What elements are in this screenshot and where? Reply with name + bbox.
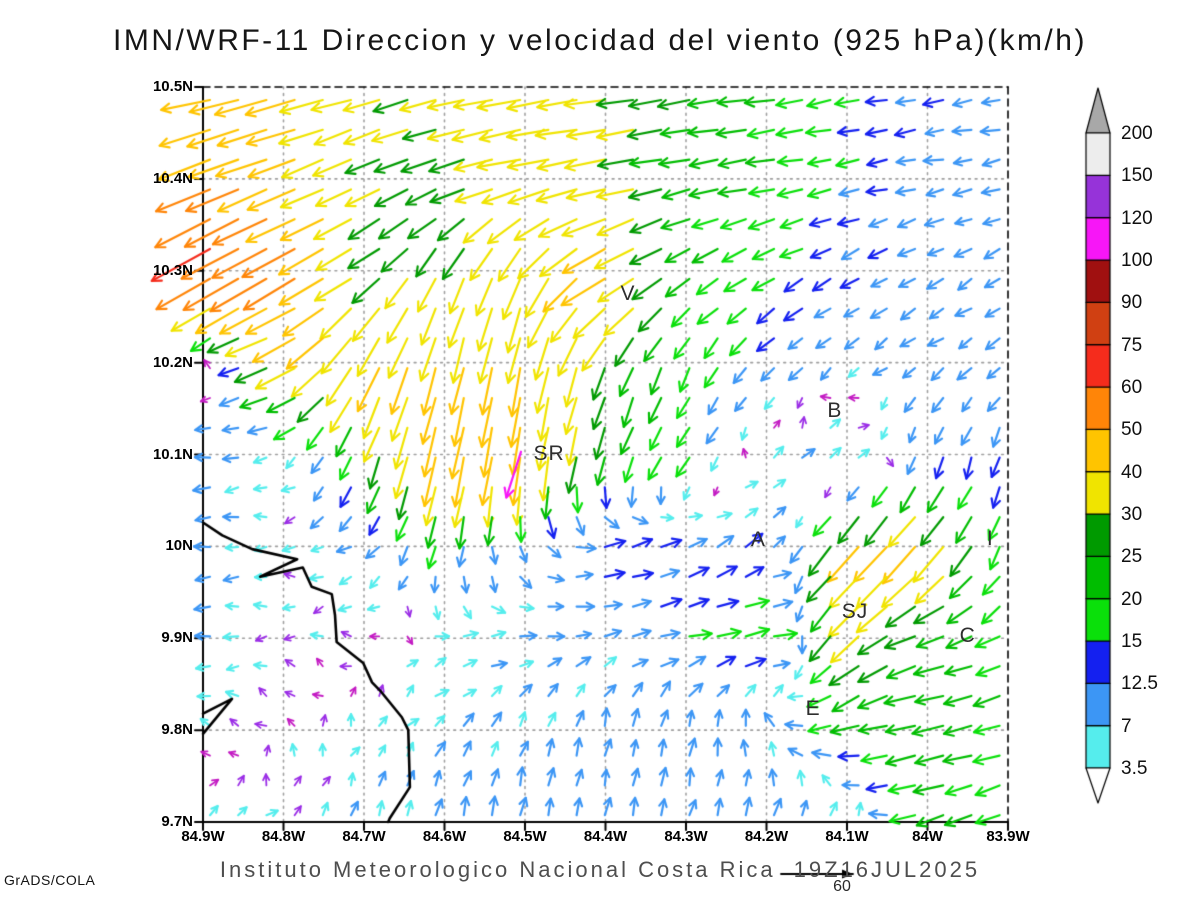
city-label-c: C xyxy=(959,624,976,648)
x-tick-label: 84.4W xyxy=(583,828,628,845)
y-tick-label: 9.7N xyxy=(161,813,193,830)
x-tick-label: 83.9W xyxy=(986,828,1030,845)
x-tick-label: 84.9W xyxy=(181,828,225,845)
colorbar-value-label: 50 xyxy=(1121,419,1143,441)
valid-datetime: 19Z16JUL2025 xyxy=(793,857,981,882)
city-label-sr: SR xyxy=(533,441,565,465)
x-tick-label: 84.6W xyxy=(422,828,467,845)
institute-name: Instituto Meteorologico Nacional Costa R… xyxy=(219,857,776,882)
reference-arrow-value: 60 xyxy=(833,878,851,895)
colorbar-value-label: 90 xyxy=(1121,292,1143,314)
colorbar-value-label: 200 xyxy=(1121,123,1153,144)
city-label-sj: SJ xyxy=(841,600,869,624)
colorbar-value-label: 30 xyxy=(1121,504,1143,525)
x-tick-label: 84.7W xyxy=(342,828,386,845)
colorbar-value-label: 7 xyxy=(1121,715,1132,737)
city-label-a: A xyxy=(750,527,766,551)
colorbar-value-label: 40 xyxy=(1121,461,1143,483)
x-tick-label: 84.2W xyxy=(744,828,789,845)
x-tick-label: 84.3W xyxy=(664,828,708,845)
colorbar-value-label: 60 xyxy=(1121,377,1143,398)
colorbar-value-label: 20 xyxy=(1121,588,1143,610)
colorbar-value-label: 3.5 xyxy=(1121,758,1148,779)
colorbar-value-label: 75 xyxy=(1121,334,1143,356)
colorbar-value-label: 150 xyxy=(1121,165,1153,187)
y-tick-label: 10.1N xyxy=(152,445,193,463)
city-label-i: I xyxy=(986,526,994,550)
x-tick-label: 84.8W xyxy=(261,828,306,845)
footer-text: Instituto Meteorologico Nacional Costa R… xyxy=(0,857,1200,883)
colorbar-value-label: 120 xyxy=(1121,207,1153,229)
city-label-b: B xyxy=(827,399,843,423)
y-tick-label: 10.5N xyxy=(152,78,193,95)
colorbar-value-label: 15 xyxy=(1121,631,1143,652)
x-tick-label: 84.5W xyxy=(503,828,547,845)
x-tick-label: 84W xyxy=(912,828,943,845)
city-label-e: E xyxy=(805,696,821,720)
plot-title: IMN/WRF-11 Direccion y velocidad del vie… xyxy=(113,24,1087,57)
y-tick-label: 10.2N xyxy=(152,353,193,371)
colorbar-value-label: 25 xyxy=(1121,546,1143,568)
grads-credit: GrADS/COLA xyxy=(4,872,96,888)
y-tick-label: 10.4N xyxy=(152,169,193,187)
city-label-v: V xyxy=(620,281,636,305)
y-tick-label: 10.3N xyxy=(152,261,193,279)
y-tick-label: 9.8N xyxy=(161,721,193,739)
colorbar-value-label: 12.5 xyxy=(1121,673,1158,695)
x-tick-label: 84.1W xyxy=(825,828,869,845)
colorbar-value-label: 100 xyxy=(1121,250,1153,271)
y-tick-label: 9.9N xyxy=(161,629,193,647)
y-tick-label: 10N xyxy=(165,537,193,555)
